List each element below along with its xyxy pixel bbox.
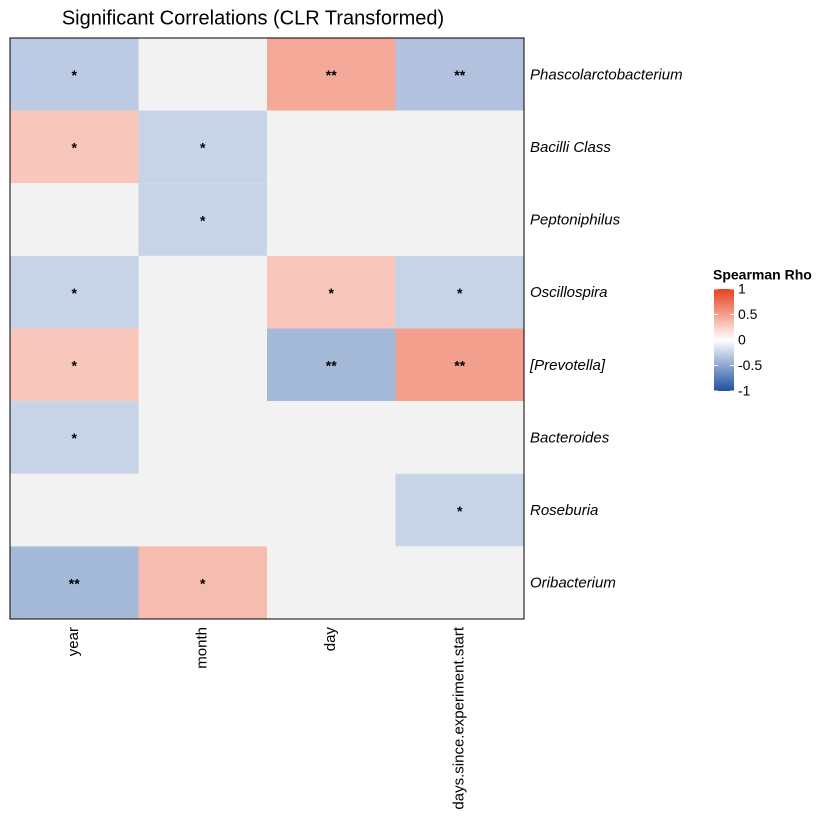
na-cell	[10, 183, 139, 256]
cell	[10, 546, 139, 619]
colorbar-tick-label: -1	[738, 383, 751, 399]
x-tick-label: year	[65, 627, 82, 656]
cell	[395, 255, 524, 329]
na-cell	[267, 546, 396, 619]
cell	[10, 401, 139, 474]
na-cell	[138, 255, 267, 329]
cell	[138, 546, 267, 619]
cell	[138, 183, 267, 256]
significance-label: *	[200, 575, 206, 591]
y-tick-label: Bacteroides	[530, 429, 610, 446]
na-cell	[267, 473, 396, 547]
significance-label: *	[200, 212, 206, 228]
panel-border	[9, 37, 525, 620]
significance-label: *	[72, 285, 78, 301]
x-tick-label: day	[322, 627, 339, 652]
significance-label: *	[72, 140, 78, 156]
y-tick-label: Phascolarctobacterium	[530, 66, 683, 83]
cell	[267, 328, 396, 402]
na-cell	[267, 110, 396, 184]
cell	[395, 473, 524, 547]
y-tick-label: Peptoniphilus	[530, 212, 621, 229]
significance-label: *	[72, 358, 78, 374]
na-cell	[267, 183, 396, 256]
cell	[267, 38, 396, 111]
y-tick-label: Bacilli Class	[530, 139, 611, 156]
colorbar-tick-label: -0.5	[738, 357, 762, 373]
y-tick-label: [Prevotella]	[529, 357, 606, 374]
significance-label: *	[457, 285, 463, 301]
y-tick-label: Roseburia	[530, 502, 598, 519]
colorbar	[714, 289, 734, 391]
colorbar-tick-label: 0	[738, 332, 746, 348]
significance-label: **	[326, 358, 337, 374]
cell	[10, 255, 139, 329]
y-tick-label: Oscillospira	[530, 284, 608, 301]
cell	[267, 255, 396, 329]
cell	[10, 38, 139, 111]
significance-label: **	[69, 575, 80, 591]
significance-label: **	[454, 358, 465, 374]
significance-label: *	[329, 285, 335, 301]
y-tick-label: Oribacterium	[530, 575, 616, 592]
cell	[10, 328, 139, 402]
na-cell	[395, 110, 524, 184]
significance-label: *	[457, 503, 463, 519]
na-cell	[10, 473, 139, 547]
na-cell	[138, 401, 267, 474]
x-tick-label: month	[194, 627, 211, 669]
na-cell	[138, 328, 267, 402]
cell	[395, 328, 524, 402]
cell	[395, 38, 524, 111]
na-cell	[138, 38, 267, 111]
na-cell	[138, 473, 267, 547]
na-cell	[395, 183, 524, 256]
na-cell	[395, 401, 524, 474]
significance-label: *	[72, 430, 78, 446]
significance-label: *	[200, 140, 206, 156]
significance-label: **	[454, 67, 465, 83]
cell	[138, 110, 267, 184]
na-cell	[395, 546, 524, 619]
significance-label: **	[326, 67, 337, 83]
cell	[10, 110, 139, 184]
colorbar-tick-label: 1	[738, 281, 746, 297]
legend-title: Spearman Rho	[713, 267, 812, 283]
x-tick-label: days.since.experiment.start	[451, 626, 468, 809]
colorbar-tick-label: 0.5	[738, 306, 758, 322]
significance-label: *	[72, 67, 78, 83]
chart-title: Significant Correlations (CLR Transforme…	[62, 7, 444, 29]
na-cell	[267, 401, 396, 474]
